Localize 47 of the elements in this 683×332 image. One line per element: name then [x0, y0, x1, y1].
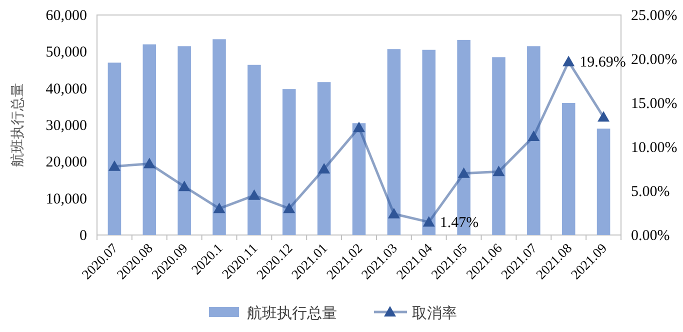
- point: [108, 160, 120, 171]
- y-axis-title: 航班执行总量: [10, 83, 26, 167]
- bar: [352, 123, 366, 235]
- y-tick-label: 10,000: [46, 191, 87, 208]
- point: [318, 163, 330, 174]
- y2-tick-label: 20.00%: [631, 52, 678, 68]
- y2-tick-label: 25.00%: [631, 8, 678, 24]
- bar: [492, 57, 506, 235]
- y-tick-label: 50,000: [46, 44, 87, 61]
- bar: [248, 64, 261, 235]
- point: [388, 208, 400, 218]
- bar: [562, 103, 576, 235]
- bar: [527, 46, 540, 235]
- point: [422, 216, 435, 227]
- bar: [387, 49, 401, 235]
- y2-tick-label: 5.00%: [631, 184, 670, 200]
- y-tick-label: 0: [80, 228, 87, 244]
- point: [143, 158, 156, 168]
- point: [458, 167, 470, 178]
- y2-tick-label: 15.00%: [631, 96, 678, 112]
- y-tick-label: 20,000: [46, 154, 87, 171]
- point: [528, 130, 540, 141]
- point: [283, 202, 296, 214]
- point: [492, 166, 505, 176]
- bar: [178, 46, 191, 235]
- point: [248, 189, 260, 200]
- point: [178, 180, 190, 192]
- data-label: 19.69%: [580, 54, 626, 71]
- y-tick-label: 40,000: [46, 81, 87, 98]
- bar: [212, 39, 226, 235]
- bar: [108, 62, 122, 235]
- y2-tick-label: 0.00%: [631, 228, 670, 244]
- y2-tick-label: 10.00%: [631, 140, 678, 156]
- legend-label: 航班执行总量: [247, 305, 337, 322]
- point: [562, 56, 575, 66]
- point: [353, 122, 365, 132]
- bar: [596, 128, 610, 235]
- bar: [317, 82, 331, 235]
- point: [213, 202, 226, 214]
- legend-label: 取消率: [412, 305, 457, 322]
- bar: [142, 44, 156, 235]
- bar: [282, 89, 296, 235]
- y-tick-label: 60,000: [46, 8, 87, 24]
- point: [598, 111, 610, 122]
- y-tick-label: 30,000: [46, 118, 87, 134]
- bar: [422, 50, 436, 235]
- data-label: 1.47%: [440, 215, 479, 232]
